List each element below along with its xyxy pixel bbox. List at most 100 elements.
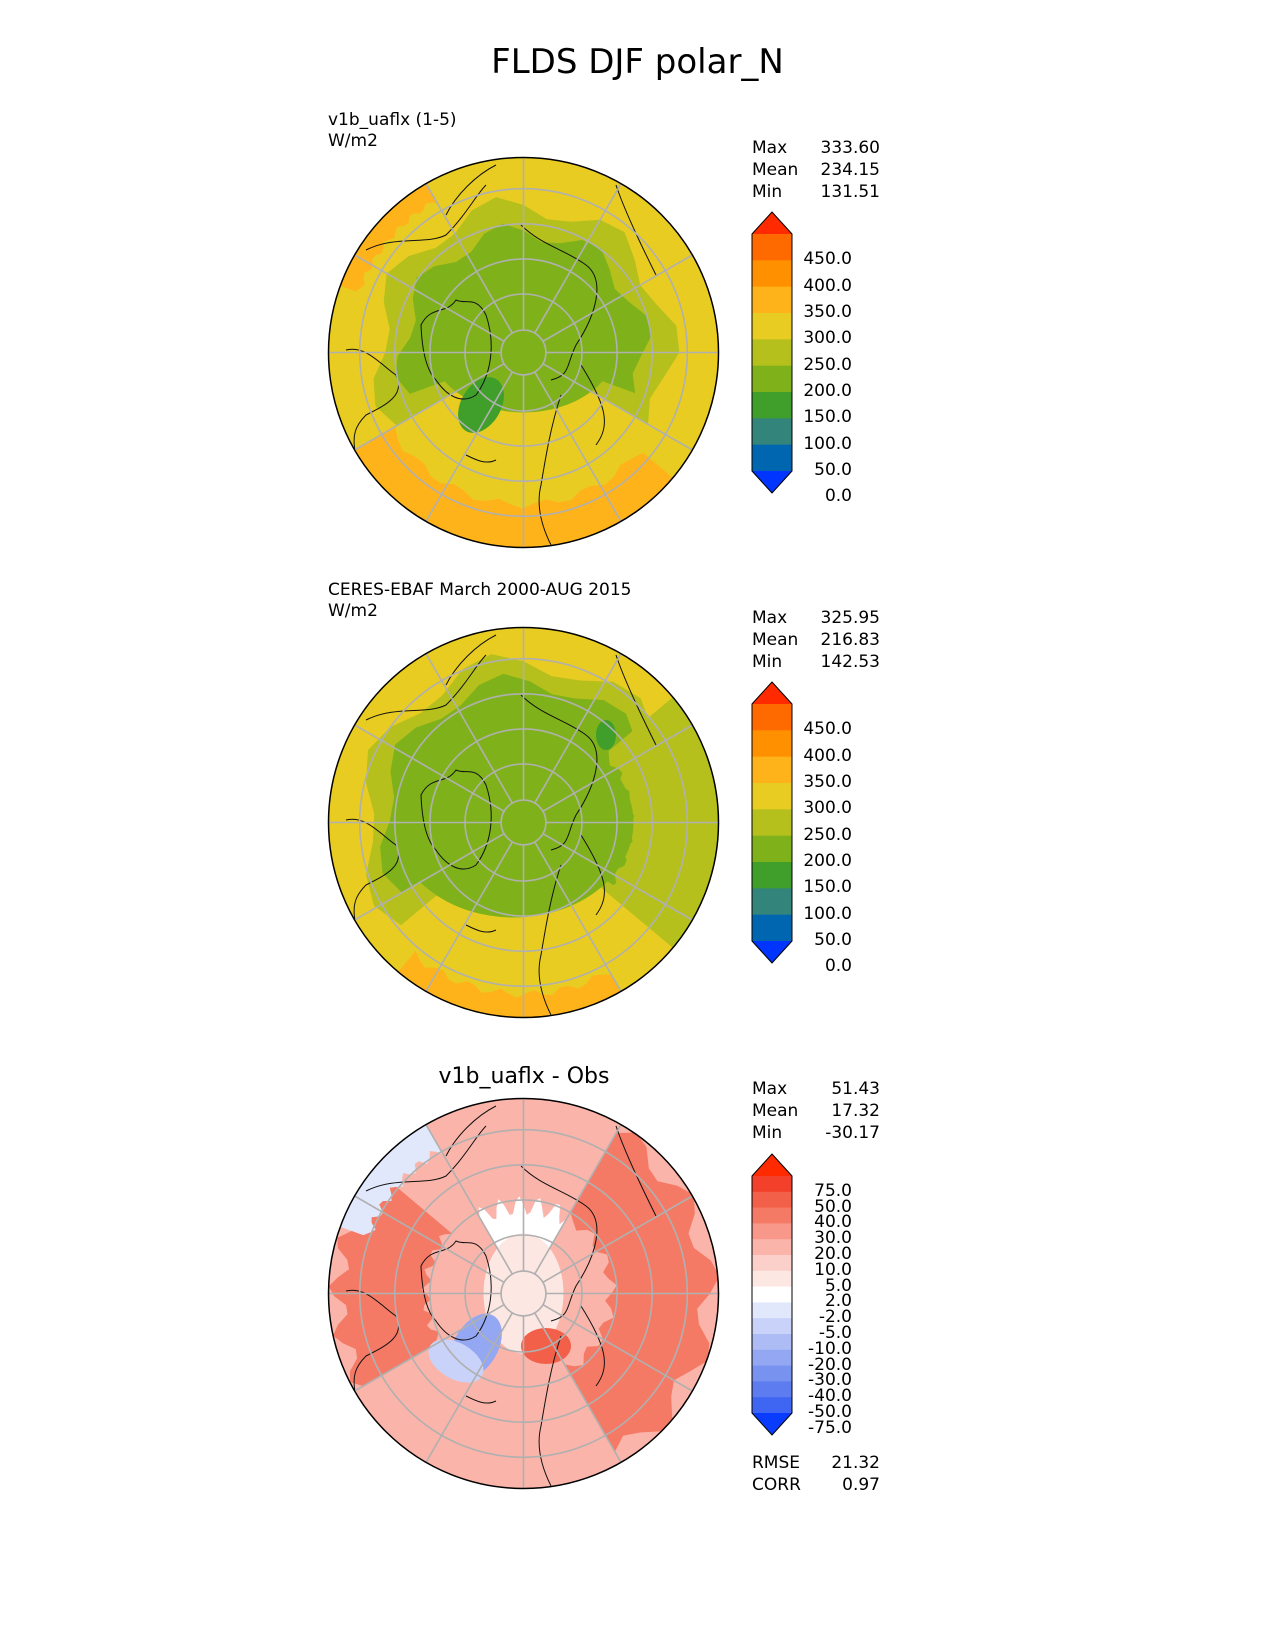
longitude-line <box>542 724 693 812</box>
longitude-line <box>534 371 622 522</box>
stat-row: Min -30.17 <box>752 1122 880 1144</box>
colorbar-band <box>752 888 792 916</box>
colorbar-extend-bottom <box>752 941 792 963</box>
stat-row: Max 51.43 <box>752 1078 880 1100</box>
longitude-line <box>542 1304 693 1392</box>
stat-row: Mean 234.15 <box>752 159 880 181</box>
longitude-line <box>425 653 513 804</box>
colorbar-band <box>752 1302 792 1319</box>
coastline <box>445 164 497 216</box>
panel-2-polar-map <box>327 626 720 1019</box>
colorbar-band <box>752 392 792 419</box>
coastline <box>420 299 492 400</box>
longitude-line <box>534 653 622 804</box>
colorbar-tick-label: 75.0 <box>814 1180 852 1201</box>
figure-title: FLDS DJF polar_N <box>491 42 784 82</box>
colorbar-tick-label: 250.0 <box>803 354 852 375</box>
colorbar-band <box>752 1255 792 1272</box>
longitude-line <box>534 1124 622 1275</box>
colorbar-band <box>752 1318 792 1335</box>
colorbar-tick-label: 2.0 <box>824 1291 852 1312</box>
colorbar-tick-label: 0.0 <box>824 486 852 507</box>
coastline <box>345 1289 400 1397</box>
field-region <box>336 1121 444 1236</box>
colorbar-tick-label: 150.0 <box>803 877 852 898</box>
stat-row: Mean 216.83 <box>752 629 880 651</box>
longitude-line <box>425 1124 513 1275</box>
panel-1-polar-map <box>327 156 720 549</box>
colorbar-tick-label: 400.0 <box>803 745 852 766</box>
longitude-line <box>354 1304 505 1392</box>
colorbar-band <box>752 418 792 446</box>
colorbar-band <box>752 260 792 288</box>
colorbar-tick-label: 0.0 <box>824 956 852 977</box>
longitude-line <box>354 254 505 342</box>
coastline <box>520 224 598 381</box>
stat-name: Min <box>752 1123 783 1143</box>
longitude-line <box>542 254 693 342</box>
colorbar-tick-label: -10.0 <box>808 1338 852 1359</box>
coastline <box>420 1240 492 1341</box>
panel-3-polar-map <box>327 1097 720 1490</box>
colorbar-tick-label: -5.0 <box>818 1323 852 1343</box>
coastline <box>538 1335 562 1487</box>
colorbar-tick-label: 150.0 <box>803 407 852 428</box>
colorbar-tick-label: -20.0 <box>808 1354 852 1375</box>
colorbar-band <box>752 1239 792 1256</box>
field-spot <box>458 377 504 433</box>
colorbar-tick-label: 40.0 <box>814 1212 852 1233</box>
metric-value: 21.32 <box>831 1453 880 1473</box>
coastline <box>445 1105 497 1157</box>
stat-name: Mean <box>752 1101 799 1121</box>
panel-1-units: W/m2 <box>328 131 378 151</box>
panel-2-colorbar-labels: 450.0 400.0 350.0 300.0 250.0 200.0 150.0 100.0… <box>800 680 852 976</box>
colorbar-band <box>752 1176 792 1193</box>
colorbar-band <box>752 756 792 784</box>
coastline <box>520 694 598 851</box>
longitude-line <box>542 1195 693 1283</box>
colorbar-tick-label: -75.0 <box>808 1417 852 1438</box>
stat-value: 131.51 <box>820 182 880 202</box>
longitude-line <box>542 833 693 921</box>
stat-value: 216.83 <box>820 630 880 650</box>
colorbar-band <box>752 1397 792 1414</box>
colorbar-tick-label: 100.0 <box>803 903 852 924</box>
colorbar-tick-label: 350.0 <box>803 772 852 792</box>
stat-value: 234.15 <box>820 160 880 180</box>
stat-row: Max 325.95 <box>752 607 880 629</box>
colorbar-tick-label: 400.0 <box>803 275 852 296</box>
latitude-circle <box>500 329 547 376</box>
longitude-line <box>425 841 513 992</box>
colorbar-tick-label: 10.0 <box>814 1259 852 1280</box>
coastline <box>520 1165 598 1322</box>
panel-2-stats: Max 325.95 Mean 216.83 Min 142.53 <box>752 607 880 673</box>
field-core <box>428 272 619 413</box>
colorbar-tick-label: -50.0 <box>808 1402 852 1422</box>
colorbar-extend-top <box>752 212 792 234</box>
coastline <box>445 634 497 686</box>
stat-value: 325.95 <box>820 608 880 628</box>
colorbar-band <box>752 1207 792 1224</box>
coastline <box>465 924 497 933</box>
colorbar-band <box>752 1334 792 1351</box>
field-core <box>393 727 634 918</box>
panel-1-colorbar-labels: 450.0 400.0 350.0 300.0 250.0 200.0 150.0 100.0… <box>800 210 852 506</box>
colorbar-band <box>752 704 792 731</box>
longitude-line <box>425 1312 513 1463</box>
stat-name: Max <box>752 1079 788 1099</box>
coastline <box>538 394 562 546</box>
colorbar-band <box>752 914 792 942</box>
stat-name: Min <box>752 182 783 202</box>
colorbar-band <box>752 1191 792 1209</box>
panel-1-label: v1b_uaflx (1-5) W/m2 <box>328 110 457 152</box>
colorbar-band <box>752 809 792 837</box>
colorbar-tick-label: 100.0 <box>803 433 852 454</box>
colorbar-tick-label: 50.0 <box>814 1196 852 1217</box>
field-spot <box>428 1339 484 1383</box>
longitude-line <box>354 833 505 921</box>
colorbar-band <box>752 1349 792 1367</box>
map-boundary <box>327 626 720 1019</box>
stat-value: 17.32 <box>831 1101 880 1121</box>
colorbar-tick-label: -30.0 <box>808 1370 852 1391</box>
colorbar-band <box>752 339 792 367</box>
